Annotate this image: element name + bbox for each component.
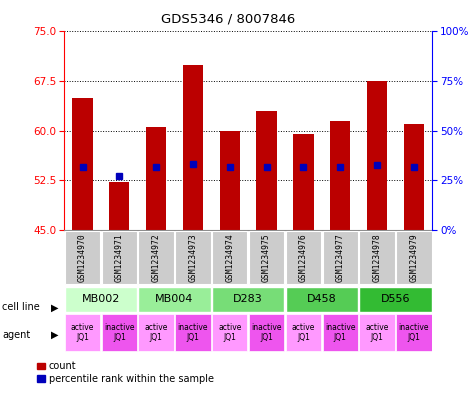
Text: cell line: cell line [2,302,40,312]
Text: D283: D283 [233,294,263,304]
Bar [175,231,210,284]
Bar [323,314,358,351]
Bar [360,231,395,284]
Bar [139,314,174,351]
Text: ▶: ▶ [51,330,58,340]
Bar [102,231,137,284]
Text: GSM1234978: GSM1234978 [372,233,381,282]
Text: active
JQ1: active JQ1 [71,323,94,342]
Text: MB004: MB004 [155,294,194,304]
Bar [396,231,431,284]
Text: active
JQ1: active JQ1 [218,323,241,342]
Bar [65,231,100,284]
Text: active
JQ1: active JQ1 [365,323,389,342]
Bar [286,314,321,351]
Text: GSM1234975: GSM1234975 [262,233,271,282]
Bar [183,64,203,230]
Text: inactive
JQ1: inactive JQ1 [251,323,282,342]
Bar [360,286,431,312]
Bar [65,286,137,312]
Bar [323,231,358,284]
Text: GSM1234974: GSM1234974 [225,233,234,282]
Text: D458: D458 [307,294,337,304]
Bar [102,314,137,351]
Bar [175,314,210,351]
Bar [293,134,314,230]
Text: ▶: ▶ [51,302,58,312]
Bar [286,231,321,284]
Bar [249,314,284,351]
Text: MB002: MB002 [82,294,120,304]
Text: GSM1234977: GSM1234977 [336,233,345,282]
Text: inactive
JQ1: inactive JQ1 [178,323,208,342]
Bar [367,81,387,230]
Text: GSM1234971: GSM1234971 [115,233,124,282]
Text: inactive
JQ1: inactive JQ1 [104,323,134,342]
Text: GDS5346 / 8007846: GDS5346 / 8007846 [161,13,295,26]
Bar [360,314,395,351]
Bar [212,314,247,351]
Text: active
JQ1: active JQ1 [292,323,315,342]
Text: GSM1234979: GSM1234979 [409,233,418,282]
Text: D556: D556 [380,294,410,304]
Bar [330,121,351,230]
Bar [212,286,284,312]
Legend: count, percentile rank within the sample: count, percentile rank within the sample [33,358,218,388]
Text: inactive
JQ1: inactive JQ1 [325,323,355,342]
Text: GSM1234976: GSM1234976 [299,233,308,282]
Bar [65,314,100,351]
Text: GSM1234970: GSM1234970 [78,233,87,282]
Bar [212,231,247,284]
Bar [139,286,210,312]
Bar [146,127,166,230]
Bar [286,286,358,312]
Bar [72,97,93,230]
Bar [404,124,424,230]
Bar [139,231,174,284]
Bar [109,182,130,230]
Text: inactive
JQ1: inactive JQ1 [399,323,429,342]
Bar [396,314,431,351]
Bar [256,111,277,230]
Text: active
JQ1: active JQ1 [144,323,168,342]
Text: agent: agent [2,330,30,340]
Text: GSM1234972: GSM1234972 [152,233,161,282]
Bar [219,130,240,230]
Text: GSM1234973: GSM1234973 [189,233,198,282]
Bar [249,231,284,284]
